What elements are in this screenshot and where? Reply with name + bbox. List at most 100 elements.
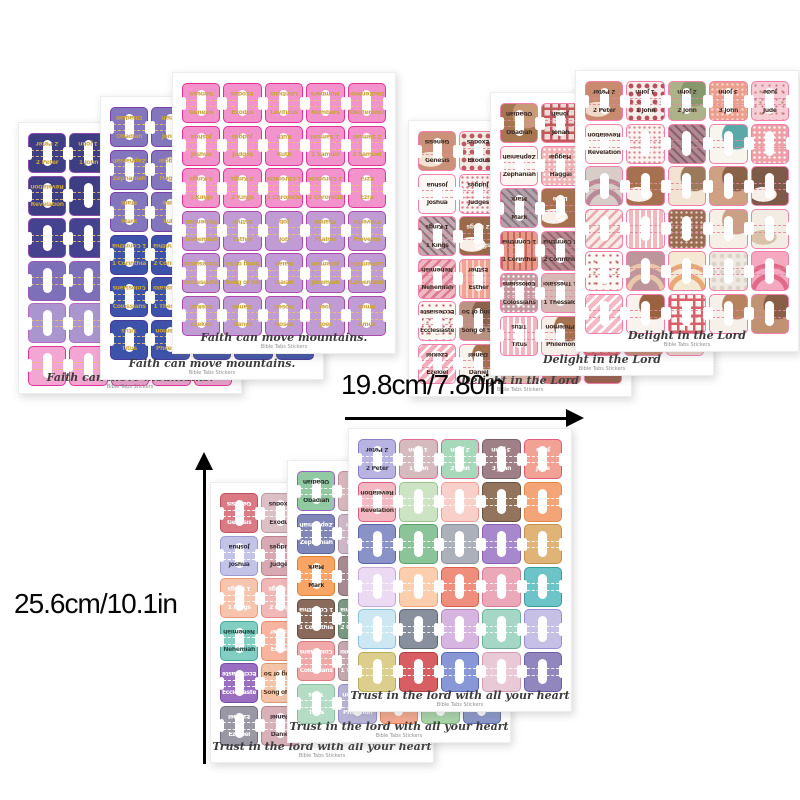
tab-label: Luke [553,214,568,221]
blank-tab [707,123,750,164]
sheet-caption: Faith can move mountains. [128,357,296,370]
bible-tab-3-john: 3 John 3 John [707,81,750,121]
tab-label: Genesis [188,109,214,116]
tab-label-mirrored: 2 John [450,446,470,453]
tab-label: Haggai [549,172,572,179]
bible-tab-ecclesiastes: Ecclesiastes Ecclesiastes [180,253,222,293]
bible-tab-ecclesiastes: Ecclesiastes Ecclesiastes [218,663,260,703]
tab-label: 1 Corinthians [299,625,334,632]
bible-tab-1-kings: 1 Kings 1 Kings [416,216,458,256]
tab-label: Daniel [468,370,489,377]
tab-label-mirrored: Ecclesiastes [222,670,257,677]
tab-label: Colossians [112,303,146,310]
tab-label: Esther [232,237,253,244]
tab-label: Jonah [551,129,570,136]
tab-label-mirrored: Colossians [299,648,333,655]
tab-label-mirrored: Jude [535,446,550,453]
tab-label: 1 Thessalonians [543,299,577,306]
tab-label: Zephaniah [502,172,536,179]
tab-label: 1 Samuel [310,152,340,159]
tab-label: 1 Chronicles [266,194,302,201]
bible-tab-1-kings: 1 Kings 1 Kings [218,578,260,618]
blank-tab [439,609,481,649]
tab-row: 1 Kings 1 Kings 2 Kings 2 Kings 1 Chronicles… [180,168,388,208]
tab-label: 1 Thessalonians [153,303,187,310]
blank-tab [26,345,68,386]
blank-tab [583,208,625,249]
tab-label: Titus [511,342,528,349]
tab-label: Song of Solomon [263,689,297,696]
tab-label: Song of Solomon [225,279,260,286]
tab-label: Titus [308,710,325,717]
tab-label: Jonah [161,133,180,140]
bible-tab-ezra: Ezra Ezra [346,168,388,208]
width-dimension-label: 19.8cm/7.80in [341,369,505,400]
sticker-sheet-tl-front: Genesis Genesis Exodus Exodus Leviticus Levit… [172,72,396,354]
tab-row [26,303,232,343]
bible-tab-2-john: 2 John 2 John [439,439,481,479]
tab-label: Zephaniah [299,540,333,547]
tab-label: Numbers [311,109,340,116]
blank-tab [749,293,791,334]
tab-label: Obadiah [116,133,143,140]
tab-label: Colossians [299,667,333,674]
blank-tab [480,566,523,607]
tab-label: Ezekiel [190,322,213,329]
blank-tab [26,218,68,258]
tab-row: Nehemiah Nehemiah Esther Esther [416,258,622,299]
bible-tab-zephaniah: Zephaniah Zephaniah [498,145,540,186]
tab-label: Ezra [360,194,374,201]
tab-label-mirrored: Revelation [360,488,394,495]
tab-row [356,609,564,649]
bible-tab-titus: Titus Titus [295,683,337,724]
width-arrow-icon [345,409,585,429]
tab-label: Daniel [270,732,291,739]
tab-label: Exodus [467,157,490,164]
bible-tab-1-corinthians: 1 Corinthians1 Corinthians [498,230,540,271]
tab-label: Leviticus [270,109,298,116]
tab-label: Ecclesiastes [420,327,455,334]
tab-label: Ecclesiastes [222,689,257,696]
tab-label-mirrored: Genesis [226,500,252,507]
blank-tab [439,481,481,522]
bible-tab-judges: Judges Judges [221,125,264,166]
tab-row [583,293,791,334]
tab-label: Jude [762,107,777,114]
tab-label: Joel [319,322,332,329]
sticker-sheet-b-front: 2 Peter 2 Peter 1 John 1 John 2 John 2 John 3 … [348,428,572,712]
tab-label: Philemon [156,346,186,353]
tab-label: Daniel [232,322,253,329]
tab-label: Ruth [276,152,292,159]
tab-row: 2 Peter 2 Peter 1 John 1 John 2 John 2 John 3 … [583,81,791,121]
blank-tab [666,293,708,334]
tab-label: 2 Peter [35,159,59,166]
blank-tab [356,651,398,692]
bible-tab-joshua: Joshua Joshua [180,125,222,166]
tab-label: Ecclesiastes [184,279,219,286]
blank-tab [480,524,523,564]
sheet-brand-line: Bible Tabs Stickers [375,733,423,739]
bible-tab-lamentations: LamentationsLamentations [346,253,388,293]
height-arrow-head [195,452,213,470]
tab-label: Colossians [502,299,536,306]
bible-tab-hosea: Hosea Hosea [263,295,305,336]
blank-tab [624,166,667,206]
sheet-brand-line: Bible Tabs Stickers [436,702,484,708]
bible-tab-isaiah: Isaiah Isaiah [263,253,305,293]
bible-tab-joel: Joel Joel [304,295,347,336]
tab-label: Proverbs [352,237,381,244]
sticker-sheet-tr-front: 2 Peter 2 Peter 1 John 1 John 2 John 2 John 3 … [575,70,799,352]
tab-label: 1 Kings [189,194,213,201]
bible-tab-zephaniah: Zephaniah Zephaniah [295,513,337,554]
tab-row: Genesis Genesis Exodus Exodus [416,131,622,171]
tab-label: Job [279,237,289,244]
sheet-brand-line: Bible Tabs Stickers [106,384,154,390]
blank-tab [624,123,667,164]
tab-label: 1 Kings [425,242,449,249]
tab-row [583,208,791,249]
tab-label: Nehemiah [185,237,218,244]
tab-label: Ezekiel [228,732,251,739]
